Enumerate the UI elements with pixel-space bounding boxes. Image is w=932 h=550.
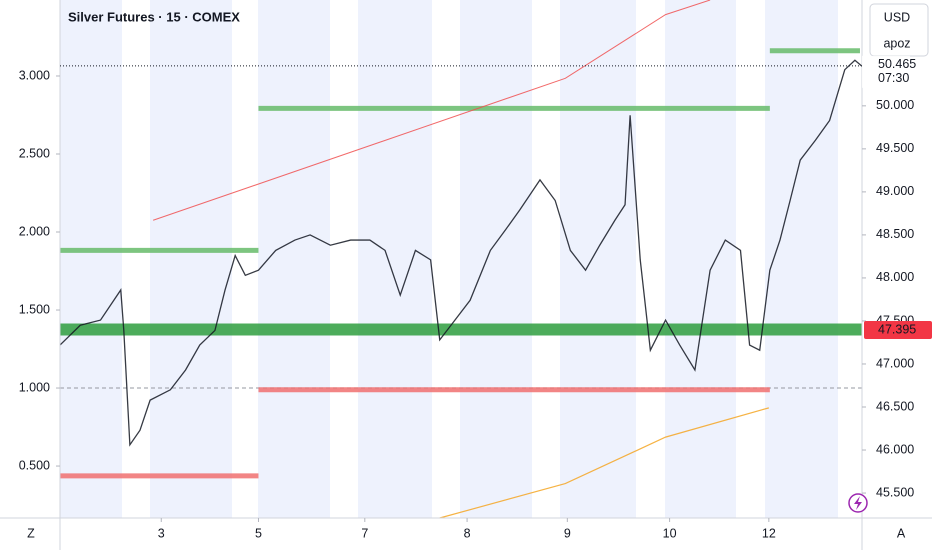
- session-band: [60, 0, 122, 518]
- session-band: [358, 0, 432, 518]
- y-tick-label: 49.500: [876, 141, 914, 155]
- x-tick-label: 7: [361, 526, 368, 540]
- user[interactable]: apoz: [883, 36, 910, 50]
- last-price-label: 50.465: [878, 57, 916, 71]
- session-band: [665, 0, 736, 518]
- y2-tick-label: 2.000: [19, 224, 50, 238]
- y-tick-label: 46.500: [876, 399, 914, 413]
- x-tick-label: 5: [255, 526, 262, 540]
- session-band: [150, 0, 232, 518]
- level-line: [439, 407, 770, 519]
- y2-tick-label: 1.000: [19, 380, 50, 394]
- y-tick-label: 47.000: [876, 356, 914, 370]
- level-line: [152, 0, 711, 221]
- x-tick-label: 8: [464, 526, 471, 540]
- auto-button[interactable]: A: [897, 526, 906, 540]
- y-tick-label: 50.000: [876, 98, 914, 112]
- session-band: [460, 0, 532, 518]
- x-tick-label: 12: [762, 526, 776, 540]
- y2-tick-label: 0.500: [19, 458, 50, 472]
- y2-tick-label: 2.500: [19, 146, 50, 160]
- y-tick-label: 45.500: [876, 485, 914, 499]
- y-tick-label: 48.500: [876, 227, 914, 241]
- x-tick-label: 3: [158, 526, 165, 540]
- zoom-button[interactable]: Z: [27, 526, 35, 540]
- last-price-box: [862, 55, 910, 88]
- session-band: [560, 0, 636, 518]
- countdown: 07:30: [878, 71, 909, 85]
- y-tick-label: 49.000: [876, 184, 914, 198]
- session-band: [765, 0, 838, 518]
- flash-glyph: [854, 496, 862, 510]
- y2-tick-label: 1.500: [19, 302, 50, 316]
- y-tick-label: 48.000: [876, 270, 914, 284]
- x-tick-label: 10: [663, 526, 677, 540]
- level-label: 47.395: [878, 322, 916, 336]
- chart-title: Silver Futures · 15 · COMEX: [68, 9, 240, 24]
- y-tick-label: 46.000: [876, 442, 914, 456]
- session-band: [258, 0, 330, 518]
- level-label-box: [864, 320, 932, 339]
- x-tick-label: 9: [564, 526, 571, 540]
- y2-tick-label: 3.000: [19, 68, 50, 82]
- currency[interactable]: USD: [884, 10, 910, 24]
- price-line: [59, 59, 863, 447]
